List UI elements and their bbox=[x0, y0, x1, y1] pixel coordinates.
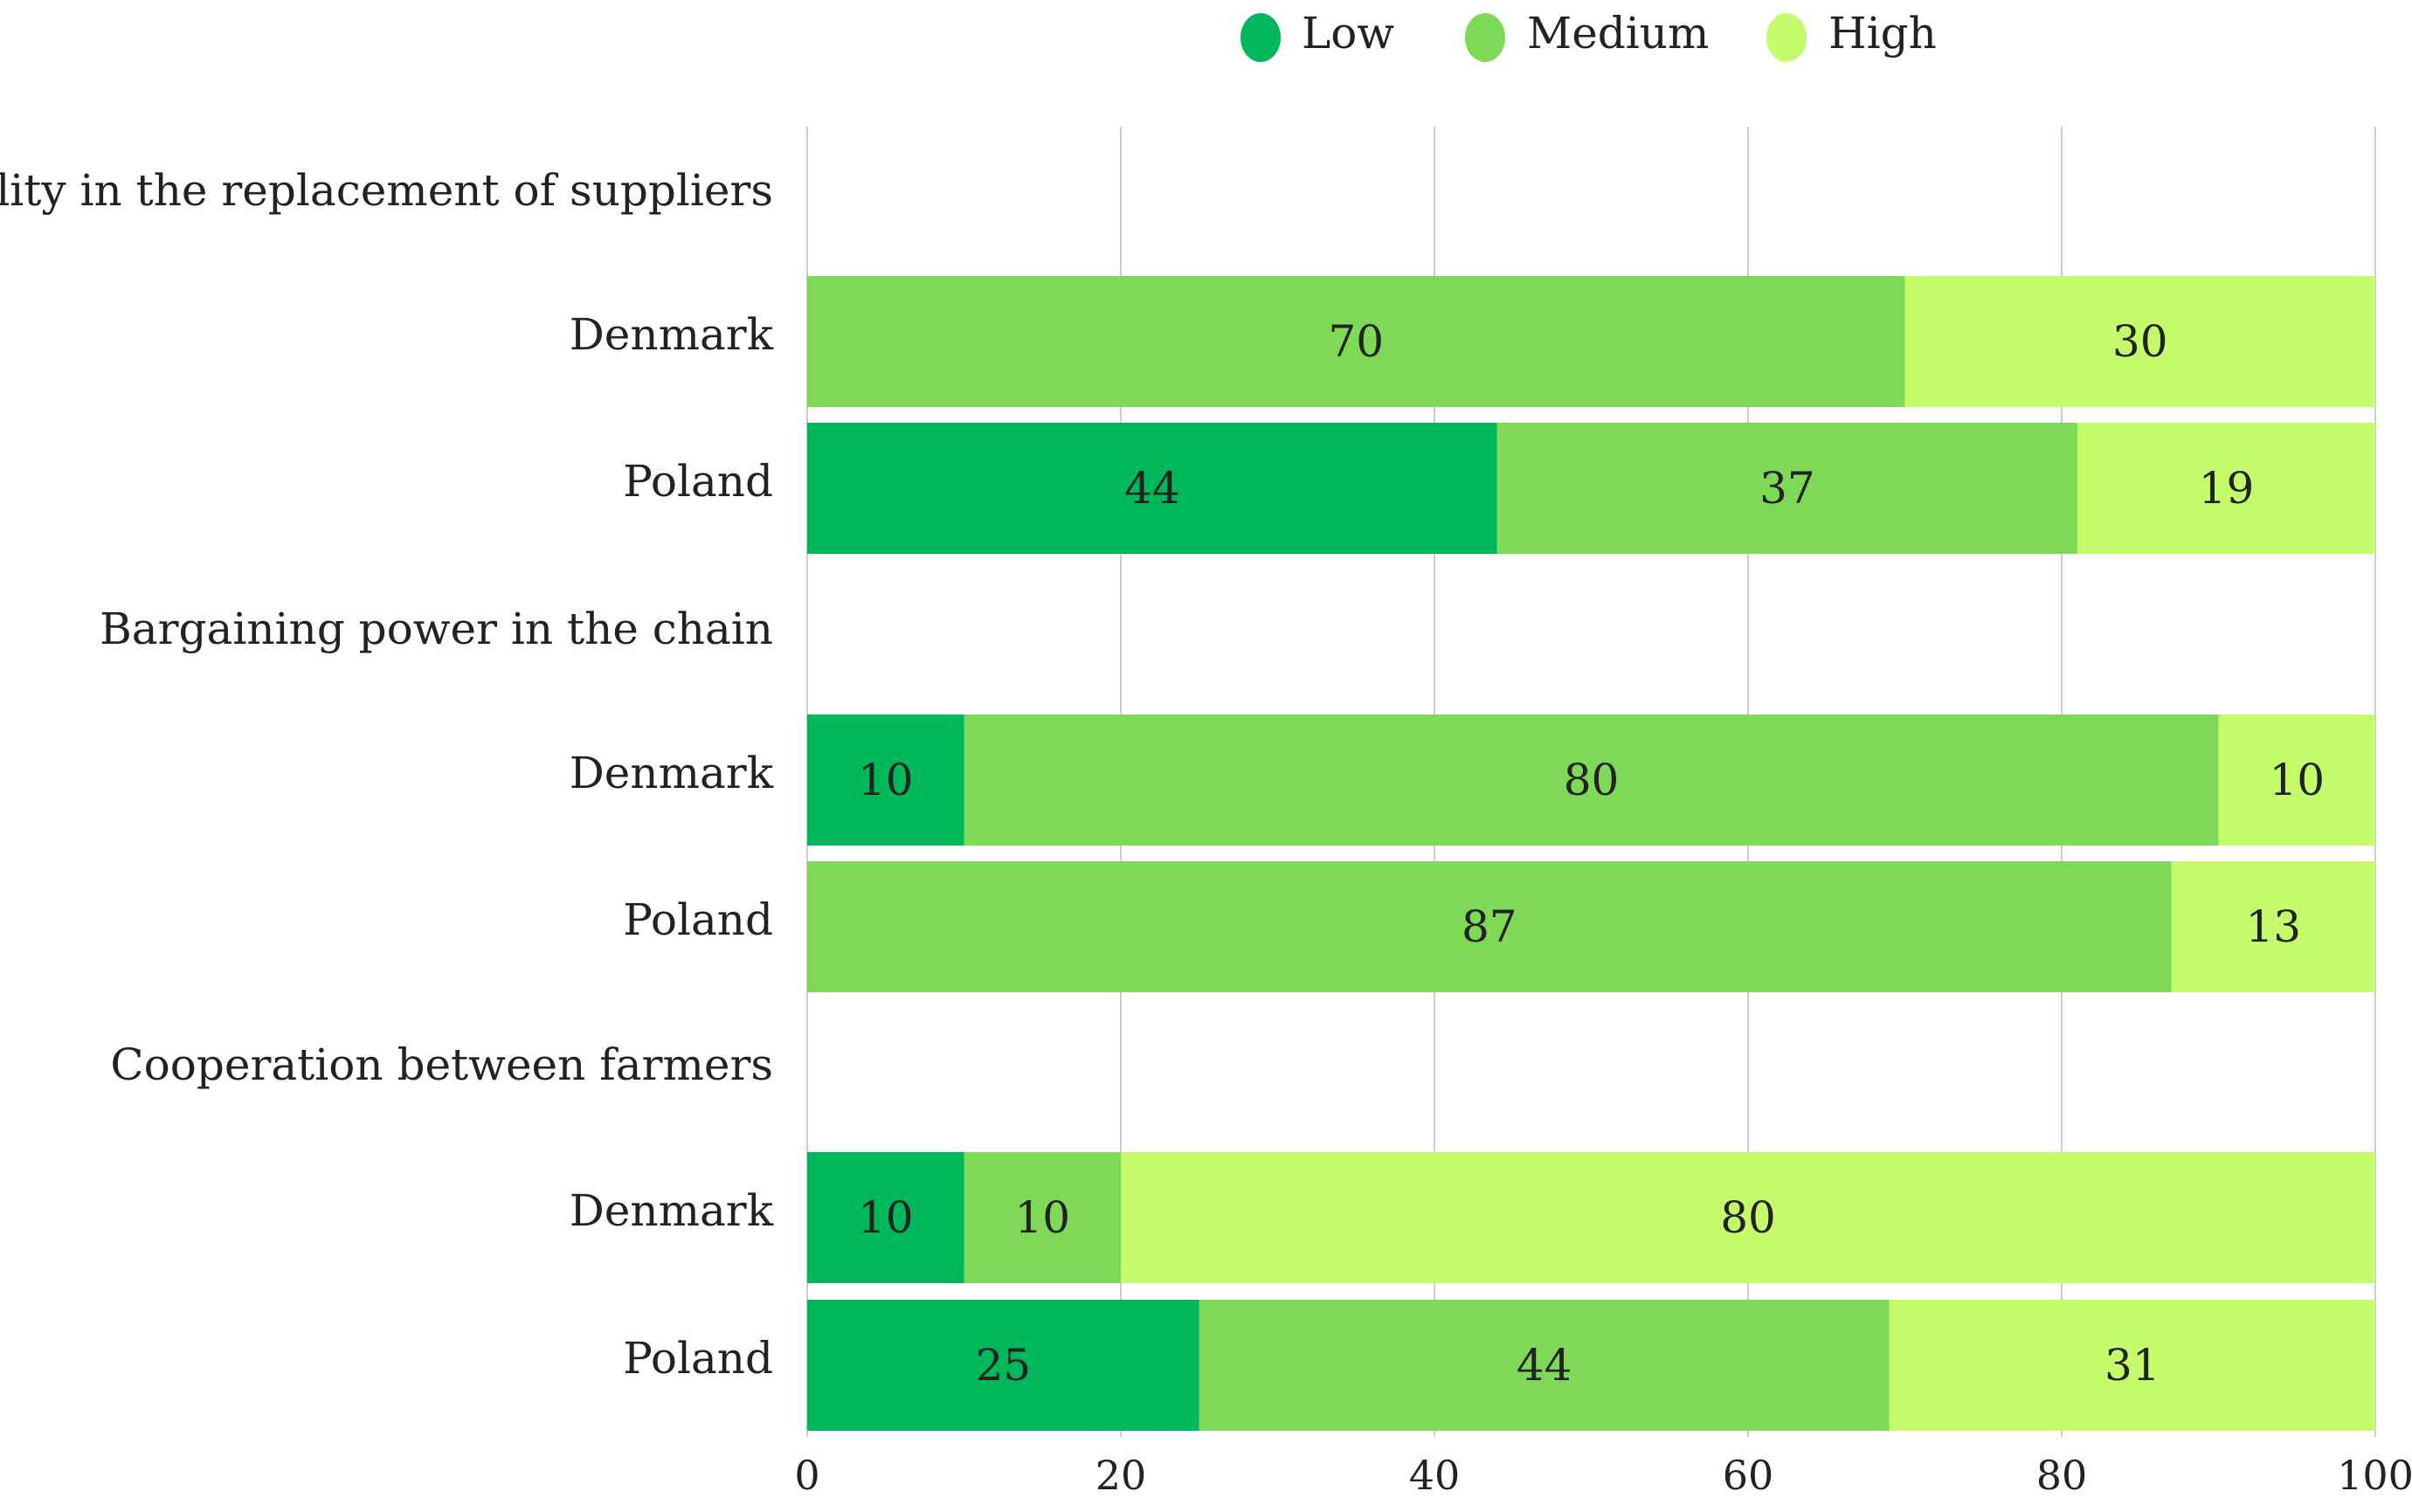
bar-layer bbox=[807, 276, 2375, 1431]
data-label: 44 bbox=[1517, 1340, 1572, 1391]
data-label: 10 bbox=[2269, 755, 2325, 805]
bar-segment-medium bbox=[1496, 423, 2077, 554]
bar-segment-high bbox=[2171, 861, 2375, 992]
bar-segment-medium bbox=[964, 1152, 1121, 1283]
x-tick-label: 20 bbox=[1095, 1452, 1147, 1499]
row-label-poland: Poland bbox=[623, 1333, 773, 1384]
bar-segment-high bbox=[1904, 276, 2375, 407]
data-label: 13 bbox=[2246, 901, 2302, 952]
x-tick-label: 80 bbox=[2036, 1452, 2088, 1499]
data-label: 25 bbox=[976, 1340, 1032, 1391]
group-label: Cooperation between farmers bbox=[110, 1039, 773, 1090]
data-label: 80 bbox=[1720, 1192, 1776, 1243]
data-label: 87 bbox=[1462, 901, 1517, 952]
legend: Low Medium High bbox=[1241, 8, 1937, 62]
row-label-denmark: Denmark bbox=[570, 309, 774, 360]
legend-marker-high bbox=[1766, 13, 1807, 62]
data-label: 70 bbox=[1328, 316, 1384, 367]
bar-segment-medium bbox=[1199, 1300, 1890, 1431]
bar-segment-low bbox=[807, 423, 1497, 554]
bar-segment-high bbox=[2077, 423, 2375, 554]
bar-segment-low bbox=[807, 1152, 964, 1283]
data-label: 10 bbox=[1014, 1192, 1070, 1243]
row-label-poland: Poland bbox=[623, 894, 773, 945]
bar-segment-low bbox=[807, 1300, 1199, 1431]
data-label: 31 bbox=[2104, 1340, 2160, 1391]
group-label: Flexibility in the replacement of suppli… bbox=[0, 165, 773, 216]
data-label: 37 bbox=[1759, 463, 1815, 514]
bar-segment-high bbox=[2218, 715, 2375, 846]
bar-segment-medium bbox=[964, 715, 2219, 846]
data-label: 10 bbox=[858, 1192, 914, 1243]
x-tick-label: 40 bbox=[1409, 1452, 1461, 1499]
row-label-poland: Poland bbox=[623, 456, 773, 507]
data-label: 10 bbox=[858, 755, 914, 805]
data-label: 19 bbox=[2199, 463, 2255, 514]
legend-label-medium: Medium bbox=[1527, 8, 1709, 59]
bar-segment-high bbox=[1121, 1152, 2375, 1283]
row-label-denmark: Denmark bbox=[570, 1185, 774, 1236]
legend-marker-low bbox=[1241, 13, 1281, 62]
bar-segment-medium bbox=[807, 276, 1905, 407]
legend-label-high: High bbox=[1828, 8, 1937, 59]
legend-label-low: Low bbox=[1302, 8, 1394, 59]
x-tick-label: 0 bbox=[794, 1452, 819, 1499]
legend-marker-medium bbox=[1465, 13, 1505, 62]
data-label: 30 bbox=[2112, 316, 2168, 367]
bar-segment-high bbox=[1889, 1300, 2375, 1431]
label-layer: 0 20 40 60 80 100 Flexibility in the replaceme… bbox=[0, 165, 2412, 1499]
row-label-denmark: Denmark bbox=[570, 748, 774, 798]
x-tick-label: 100 bbox=[2337, 1452, 2412, 1499]
bar-segment-medium bbox=[807, 861, 2172, 992]
data-label: 44 bbox=[1124, 463, 1180, 514]
group-label: Bargaining power in the chain bbox=[100, 604, 773, 654]
x-tick-label: 60 bbox=[1723, 1452, 1774, 1499]
bar-segment-low bbox=[807, 715, 964, 846]
data-label: 80 bbox=[1564, 755, 1620, 805]
